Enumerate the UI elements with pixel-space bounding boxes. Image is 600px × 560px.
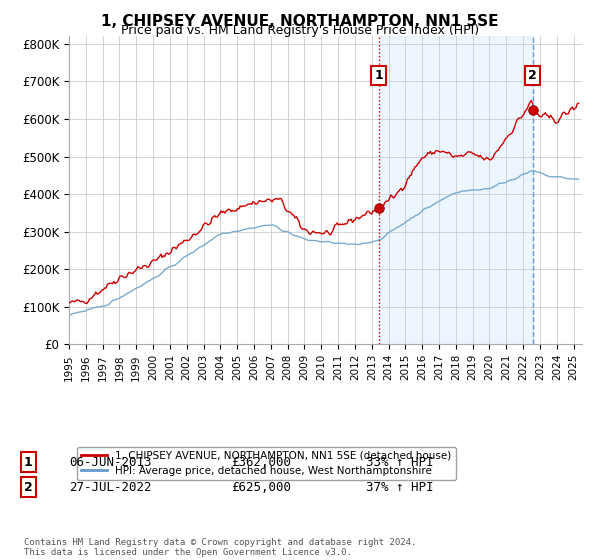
Text: Contains HM Land Registry data © Crown copyright and database right 2024.
This d: Contains HM Land Registry data © Crown c… <box>24 538 416 557</box>
Text: £362,000: £362,000 <box>231 455 291 469</box>
Text: 27-JUL-2022: 27-JUL-2022 <box>69 480 151 494</box>
Text: 2: 2 <box>24 480 33 494</box>
Text: Price paid vs. HM Land Registry's House Price Index (HPI): Price paid vs. HM Land Registry's House … <box>121 24 479 36</box>
Text: 1, CHIPSEY AVENUE, NORTHAMPTON, NN1 5SE: 1, CHIPSEY AVENUE, NORTHAMPTON, NN1 5SE <box>101 14 499 29</box>
Text: 37% ↑ HPI: 37% ↑ HPI <box>366 480 433 494</box>
Text: 06-JUN-2013: 06-JUN-2013 <box>69 455 151 469</box>
Legend: 1, CHIPSEY AVENUE, NORTHAMPTON, NN1 5SE (detached house), HPI: Average price, de: 1, CHIPSEY AVENUE, NORTHAMPTON, NN1 5SE … <box>77 447 456 480</box>
Text: 2: 2 <box>529 69 537 82</box>
Bar <box>379 36 533 344</box>
Text: 1: 1 <box>24 455 33 469</box>
Text: £625,000: £625,000 <box>231 480 291 494</box>
Text: 33% ↑ HPI: 33% ↑ HPI <box>366 455 433 469</box>
Text: 1: 1 <box>374 69 383 82</box>
